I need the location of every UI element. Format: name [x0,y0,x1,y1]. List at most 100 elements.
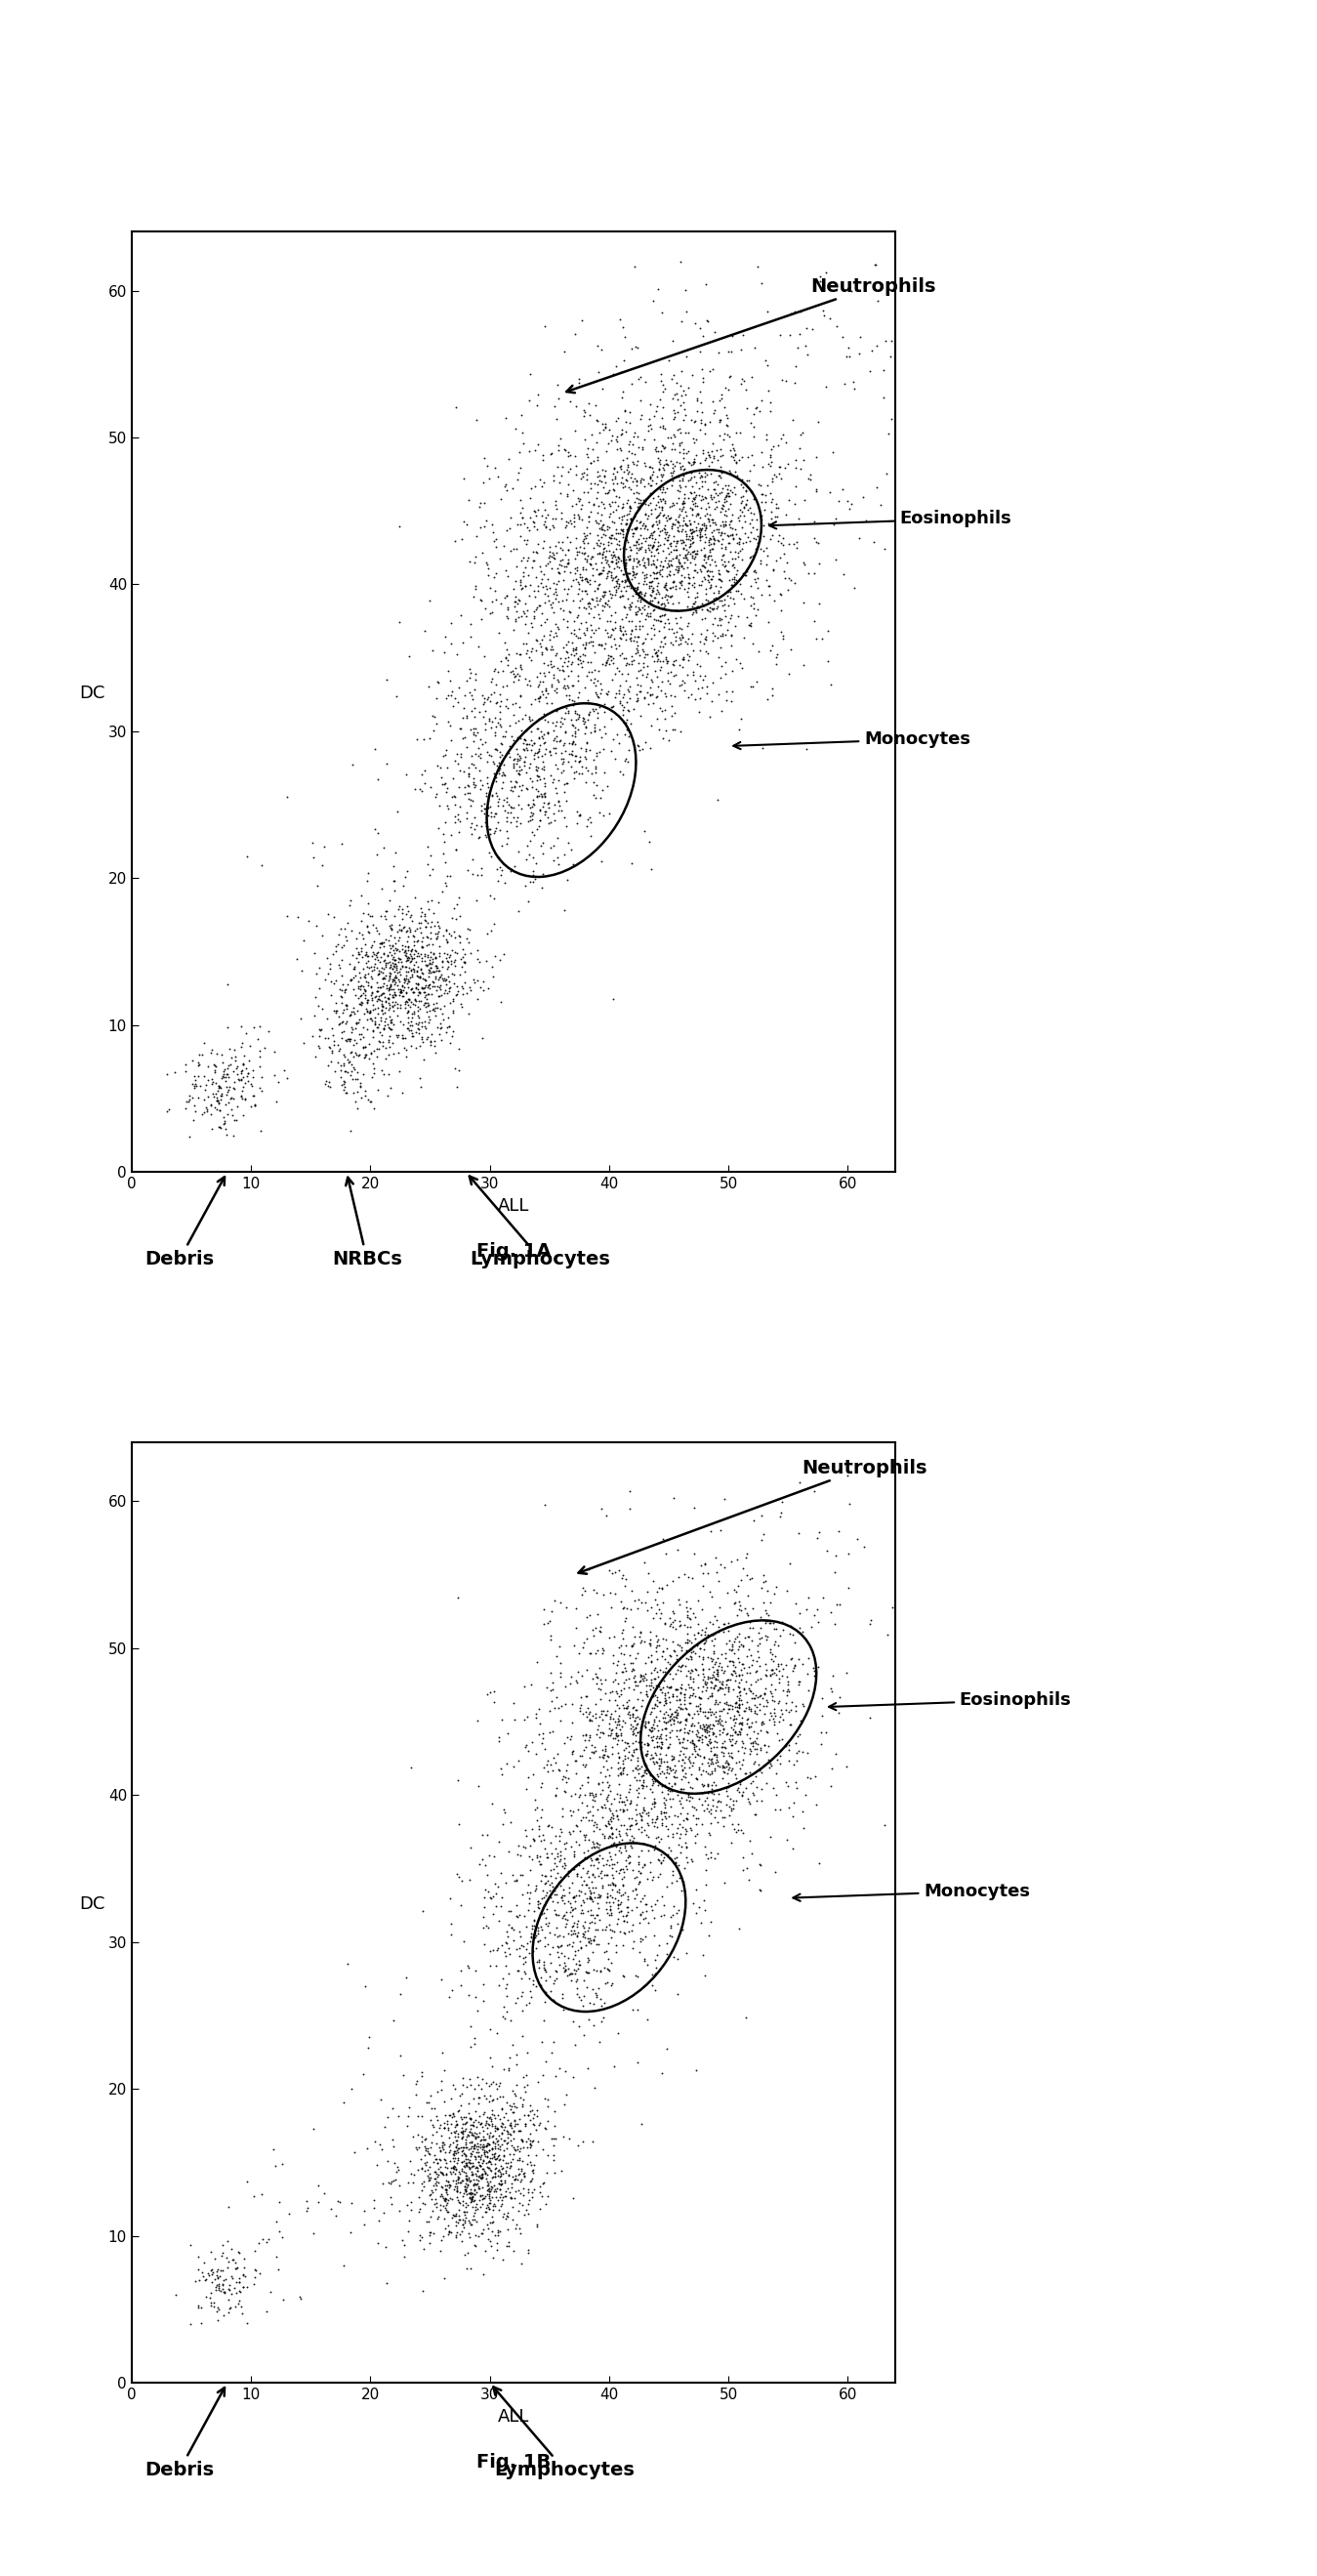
Point [566,1917,587,1958]
Point [548,520,569,562]
Point [707,1700,728,1741]
Point [419,2213,440,2254]
Point [565,453,586,495]
Point [687,1713,709,1754]
Point [623,1687,644,1728]
Point [680,520,701,562]
Point [233,2254,254,2295]
Point [682,355,703,397]
Point [510,492,531,533]
Point [809,582,830,623]
Point [694,559,715,600]
Point [528,1911,549,1953]
Point [585,500,606,541]
Point [672,1664,693,1705]
Point [611,1819,632,1860]
Point [648,580,669,621]
Point [307,984,328,1025]
Point [611,1613,632,1654]
Point [421,2169,443,2210]
Point [655,1757,676,1798]
Point [608,1641,630,1682]
Point [689,1690,710,1731]
Point [425,958,446,999]
Point [581,641,602,683]
Point [462,721,483,762]
Point [631,572,652,613]
Point [676,1811,697,1852]
Point [698,520,719,562]
Point [549,554,570,595]
Point [612,1924,633,1965]
Point [568,639,589,680]
Point [503,2231,524,2272]
Point [331,1012,352,1054]
Point [419,922,440,963]
Point [647,564,668,605]
Point [548,430,569,471]
Point [705,544,726,585]
Point [535,721,556,762]
Point [612,1739,633,1780]
Point [832,469,853,510]
Point [757,1595,778,1636]
Point [676,1932,697,1973]
Point [349,912,370,953]
Point [515,1826,536,1868]
Point [533,1950,554,1991]
Point [664,562,685,603]
Point [678,1597,699,1638]
Point [591,1633,612,1674]
Point [612,1749,633,1790]
Point [230,1059,252,1100]
Point [666,531,687,572]
Point [601,636,622,677]
Point [633,647,655,688]
Point [703,1713,724,1754]
Point [371,984,392,1025]
Point [482,2197,503,2239]
Point [510,562,531,603]
Point [716,1607,738,1649]
Point [503,2110,524,2151]
Point [753,1723,774,1765]
Point [574,1837,595,1878]
Point [697,590,718,631]
Point [553,551,574,592]
Point [734,1726,755,1767]
Point [536,569,557,611]
Point [589,1899,610,1940]
Point [601,1795,622,1837]
Point [224,1069,245,1110]
Point [473,969,494,1010]
Point [389,1051,410,1092]
Point [756,1592,777,1633]
Point [577,1829,598,1870]
Point [389,886,410,927]
Point [664,1762,685,1803]
Point [478,786,499,827]
Point [481,2151,502,2192]
Point [637,495,658,536]
Point [695,654,716,696]
Point [365,997,386,1038]
Point [648,487,669,528]
Point [437,747,458,788]
Point [369,1005,390,1046]
Point [234,2239,255,2280]
Point [508,580,529,621]
Point [533,693,554,734]
Point [443,2063,464,2105]
Point [579,1692,601,1734]
Point [525,1837,547,1878]
Point [691,1667,712,1708]
Point [233,2246,254,2287]
Point [647,1806,668,1847]
Point [498,587,519,629]
Point [493,665,514,706]
Point [491,721,512,762]
Point [693,1736,714,1777]
Point [553,1883,574,1924]
Point [460,2027,481,2069]
Point [540,801,561,842]
